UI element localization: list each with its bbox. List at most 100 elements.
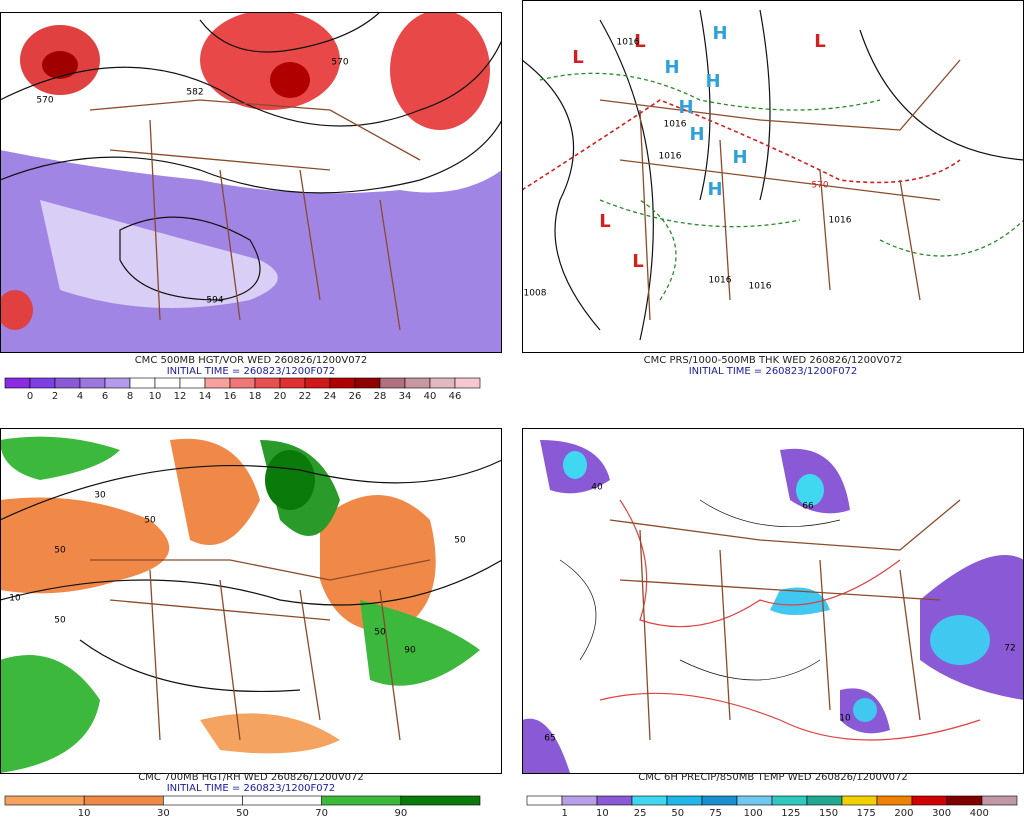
colorbar-label: 22 bbox=[299, 391, 312, 402]
colorbar-swatch bbox=[204, 377, 231, 389]
colorbar-label: 150 bbox=[819, 808, 838, 819]
map-label: 50 bbox=[454, 536, 466, 546]
map-label: 582 bbox=[186, 88, 203, 98]
colorbar-swatch bbox=[304, 377, 331, 389]
initial-time: INITIAL TIME = 260823/1200F072 bbox=[167, 783, 336, 794]
colorbar-label: 75 bbox=[709, 808, 722, 819]
map-label: 90 bbox=[404, 646, 416, 656]
map-label: 10 bbox=[9, 594, 21, 604]
map-label: 66 bbox=[802, 502, 814, 512]
colorbar-label: 70 bbox=[315, 808, 328, 819]
colorbar-swatch bbox=[666, 795, 703, 806]
colorbar-swatch bbox=[163, 795, 243, 806]
colorbar-swatch bbox=[400, 795, 481, 806]
colorbar-swatch bbox=[104, 377, 131, 389]
precip-map bbox=[522, 428, 1024, 773]
map-label: H bbox=[705, 71, 720, 92]
map-label: H bbox=[689, 124, 704, 145]
map-label: 570 bbox=[36, 96, 53, 106]
colorbar-swatch bbox=[321, 795, 402, 806]
vorticity-map bbox=[0, 12, 502, 352]
map-label: H bbox=[707, 179, 722, 200]
colorbar-label: 400 bbox=[970, 808, 989, 819]
map-label: 50 bbox=[374, 628, 386, 638]
colorbar-swatch bbox=[526, 795, 563, 806]
colorbar-label: 10 bbox=[149, 391, 162, 402]
colorbar-swatch bbox=[254, 377, 281, 389]
pressure-map bbox=[522, 0, 1024, 352]
colorbar-label: 125 bbox=[781, 808, 800, 819]
colorbar-swatch bbox=[79, 377, 106, 389]
colorbar-swatch bbox=[4, 795, 85, 806]
colorbar-label: 16 bbox=[224, 391, 237, 402]
colorbar-swatch bbox=[29, 377, 56, 389]
colorbar-swatch bbox=[179, 377, 206, 389]
colorbar-label: 50 bbox=[236, 808, 249, 819]
map-label: 65 bbox=[544, 734, 555, 744]
map-label: 10 bbox=[839, 714, 851, 724]
colorbar-swatch bbox=[946, 795, 983, 806]
map-label: 570 bbox=[811, 181, 828, 191]
colorbar-swatch bbox=[701, 795, 738, 806]
colorbar-label: 10 bbox=[596, 808, 609, 819]
initial-time: INITIAL TIME = 260823/1200F072 bbox=[689, 366, 858, 377]
colorbar-label: 34 bbox=[399, 391, 412, 402]
colorbar-label: 40 bbox=[424, 391, 437, 402]
caption: CMC 700MB HGT/RH WED 260826/1200V072 bbox=[138, 772, 364, 783]
colorbar-swatch bbox=[596, 795, 633, 806]
map-label: 50 bbox=[54, 546, 66, 556]
map-label: 1016 bbox=[617, 38, 640, 48]
caption: CMC 6H PRECIP/850MB TEMP WED 260826/1200… bbox=[638, 772, 907, 783]
humidity-map bbox=[0, 428, 502, 773]
colorbar-swatch bbox=[229, 377, 256, 389]
colorbar-label: 10 bbox=[78, 808, 91, 819]
colorbar-swatch bbox=[354, 377, 381, 389]
colorbar-label: 0 bbox=[27, 391, 33, 402]
colorbar-swatch bbox=[631, 795, 668, 806]
map-label: L bbox=[572, 47, 583, 68]
colorbar-label: 12 bbox=[174, 391, 187, 402]
initial-time: INITIAL TIME = 260823/1200F072 bbox=[167, 366, 336, 377]
colorbar-label: 2 bbox=[52, 391, 58, 402]
colorbar-swatch bbox=[841, 795, 878, 806]
colorbar-swatch bbox=[279, 377, 306, 389]
colorbar-label: 200 bbox=[894, 808, 913, 819]
map-label: L bbox=[632, 251, 643, 272]
map-label: L bbox=[634, 31, 645, 52]
map-label: 50 bbox=[144, 516, 156, 526]
map-label: 1016 bbox=[829, 216, 852, 226]
map-label: 594 bbox=[206, 296, 223, 306]
map-label: 72 bbox=[1004, 644, 1015, 654]
map-label: H bbox=[664, 57, 679, 78]
map-label: 1016 bbox=[659, 152, 682, 162]
map-label: 50 bbox=[54, 616, 66, 626]
colorbar-label: 4 bbox=[77, 391, 83, 402]
map-label: 30 bbox=[94, 491, 106, 501]
colorbar-label: 175 bbox=[857, 808, 876, 819]
colorbar-swatch bbox=[876, 795, 913, 806]
colorbar-swatch bbox=[54, 377, 81, 389]
colorbar-swatch bbox=[911, 795, 948, 806]
colorbar-swatch bbox=[242, 795, 322, 806]
colorbar-label: 46 bbox=[449, 391, 462, 402]
colorbar-label: 50 bbox=[671, 808, 684, 819]
colorbar-swatch bbox=[429, 377, 456, 389]
map-label: 1008 bbox=[524, 289, 547, 299]
map-label: H bbox=[678, 97, 693, 118]
map-label: L bbox=[814, 31, 825, 52]
colorbar-swatch bbox=[329, 377, 356, 389]
colorbar-label: 300 bbox=[932, 808, 951, 819]
colorbar-swatch bbox=[404, 377, 431, 389]
colorbar-label: 6 bbox=[102, 391, 108, 402]
panel-frame bbox=[0, 428, 502, 774]
map-label: H bbox=[732, 147, 747, 168]
colorbar-label: 1 bbox=[562, 808, 568, 819]
colorbar-swatch bbox=[561, 795, 598, 806]
colorbar-swatch bbox=[379, 377, 406, 389]
map-label: 1016 bbox=[749, 282, 772, 292]
colorbar-label: 30 bbox=[157, 808, 170, 819]
colorbar-label: 20 bbox=[274, 391, 287, 402]
colorbar-swatch bbox=[83, 795, 164, 806]
colorbar-swatch bbox=[454, 377, 481, 389]
